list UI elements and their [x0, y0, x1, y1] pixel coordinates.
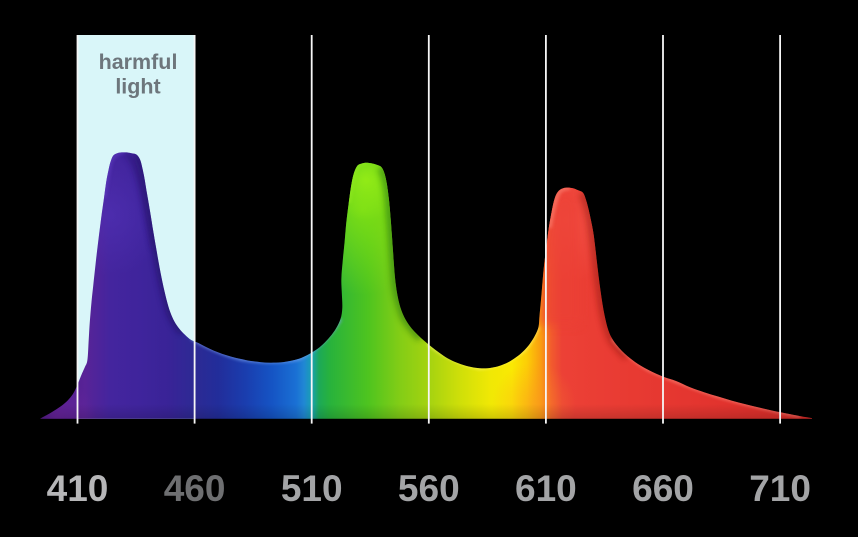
svg-text:710: 710 — [749, 468, 811, 509]
svg-text:560: 560 — [398, 468, 460, 509]
svg-text:660: 660 — [632, 468, 694, 509]
svg-text:460: 460 — [164, 468, 226, 509]
svg-text:light: light — [115, 75, 160, 99]
svg-text:410: 410 — [47, 468, 109, 509]
svg-text:510: 510 — [281, 468, 343, 509]
svg-text:610: 610 — [515, 468, 577, 509]
svg-text:harmful: harmful — [99, 50, 178, 74]
